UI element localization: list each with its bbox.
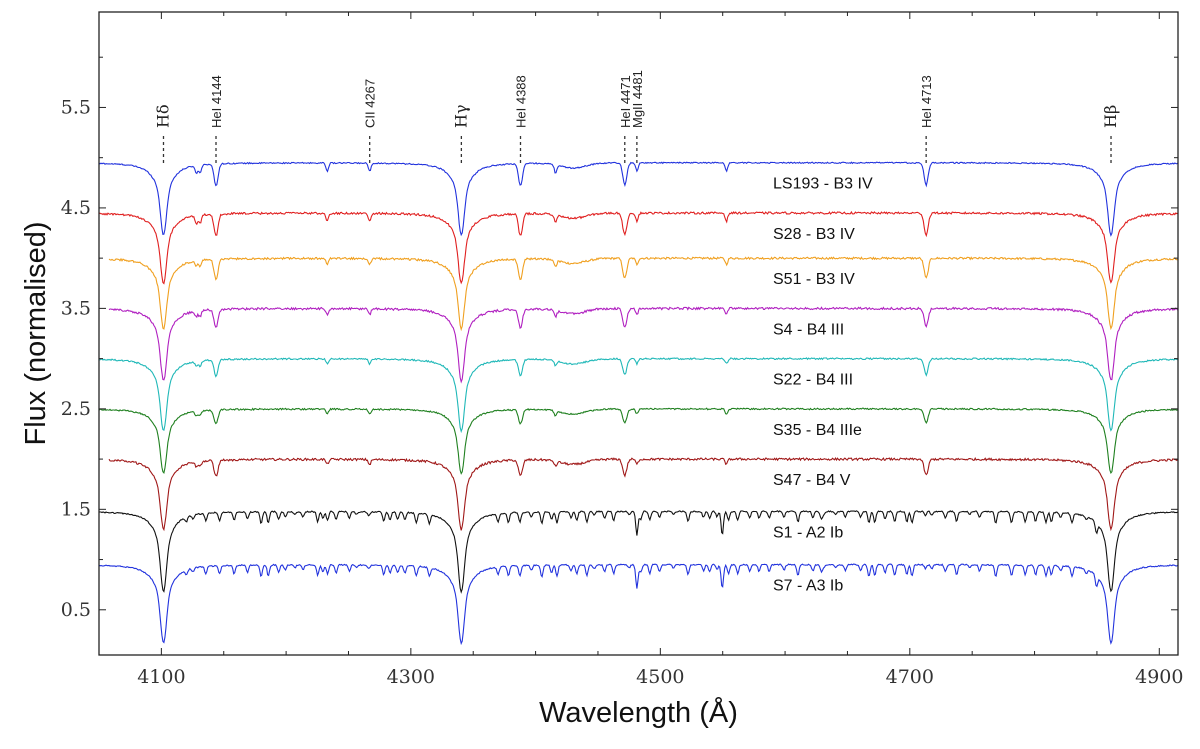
spectral-line-label: Hγ bbox=[451, 104, 470, 128]
series-layer bbox=[98, 161, 1179, 646]
spectral-line-label: HeI 4144 bbox=[209, 75, 224, 128]
y-tick-label: 2.5 bbox=[61, 398, 91, 420]
y-axis-title: Flux (normalised) bbox=[20, 222, 52, 446]
x-tick-label: 4900 bbox=[1135, 666, 1183, 688]
y-tick-label: 5.5 bbox=[61, 96, 91, 118]
x-tick-label: 4100 bbox=[137, 666, 185, 688]
series-label: S1 - A2 Ib bbox=[773, 524, 843, 541]
x-tick-label: 4300 bbox=[387, 666, 435, 688]
y-tick-label: 3.5 bbox=[61, 297, 91, 319]
spectral-line-markers: Hδ HeI 4144 CII 4267 Hγ HeI 4388 HeI 4471MgII… bbox=[153, 70, 1120, 163]
spectral-line-label: HeI 4713 bbox=[919, 75, 934, 128]
series-line bbox=[98, 210, 1178, 285]
series-line bbox=[98, 510, 1179, 594]
spectral-line-label: HeI 4388 bbox=[513, 75, 528, 128]
axis-ticks: 4100 4300 4500 4700 4900 0.5 1.5 2.5 3.5 4.5 5.5 bbox=[61, 12, 1183, 688]
series-line bbox=[98, 407, 1179, 475]
series-line bbox=[108, 306, 1179, 384]
series-line bbox=[99, 357, 1178, 434]
series-label: S28 - B3 IV bbox=[773, 226, 855, 243]
x-tick-label: 4700 bbox=[886, 666, 934, 688]
series-label: LS193 - B3 IV bbox=[773, 176, 873, 193]
spectral-line-label: MgII 4481 bbox=[630, 70, 645, 128]
series-label: S4 - B4 III bbox=[773, 321, 844, 338]
series-label: S22 - B4 III bbox=[773, 372, 853, 389]
series-label: S51 - B3 IV bbox=[773, 271, 855, 288]
spectral-line-label: Hβ bbox=[1101, 105, 1120, 128]
y-tick-label: 0.5 bbox=[61, 599, 91, 621]
spectral-line-label: HeI 4471 bbox=[618, 75, 633, 128]
series-label: S7 - A3 Ib bbox=[773, 578, 843, 595]
x-tick-label: 4500 bbox=[636, 666, 684, 688]
x-axis-title: Wavelength (Å) bbox=[539, 696, 738, 729]
spectral-line-label: CII 4267 bbox=[363, 79, 378, 128]
spectral-line-label: Hδ bbox=[153, 104, 172, 128]
series-label: S47 - B4 V bbox=[773, 472, 851, 489]
series-line bbox=[108, 456, 1179, 532]
series-line bbox=[98, 161, 1179, 237]
plot-frame bbox=[98, 11, 1179, 656]
y-tick-label: 4.5 bbox=[61, 197, 91, 219]
y-tick-label: 1.5 bbox=[61, 498, 91, 520]
series-line bbox=[98, 563, 1179, 646]
series-label: S35 - B4 IIIe bbox=[773, 422, 862, 439]
series-label-layer: LS193 - B3 IV S28 - B3 IV S51 - B3 IV S4 - … bbox=[773, 176, 873, 595]
series-line bbox=[108, 256, 1178, 332]
